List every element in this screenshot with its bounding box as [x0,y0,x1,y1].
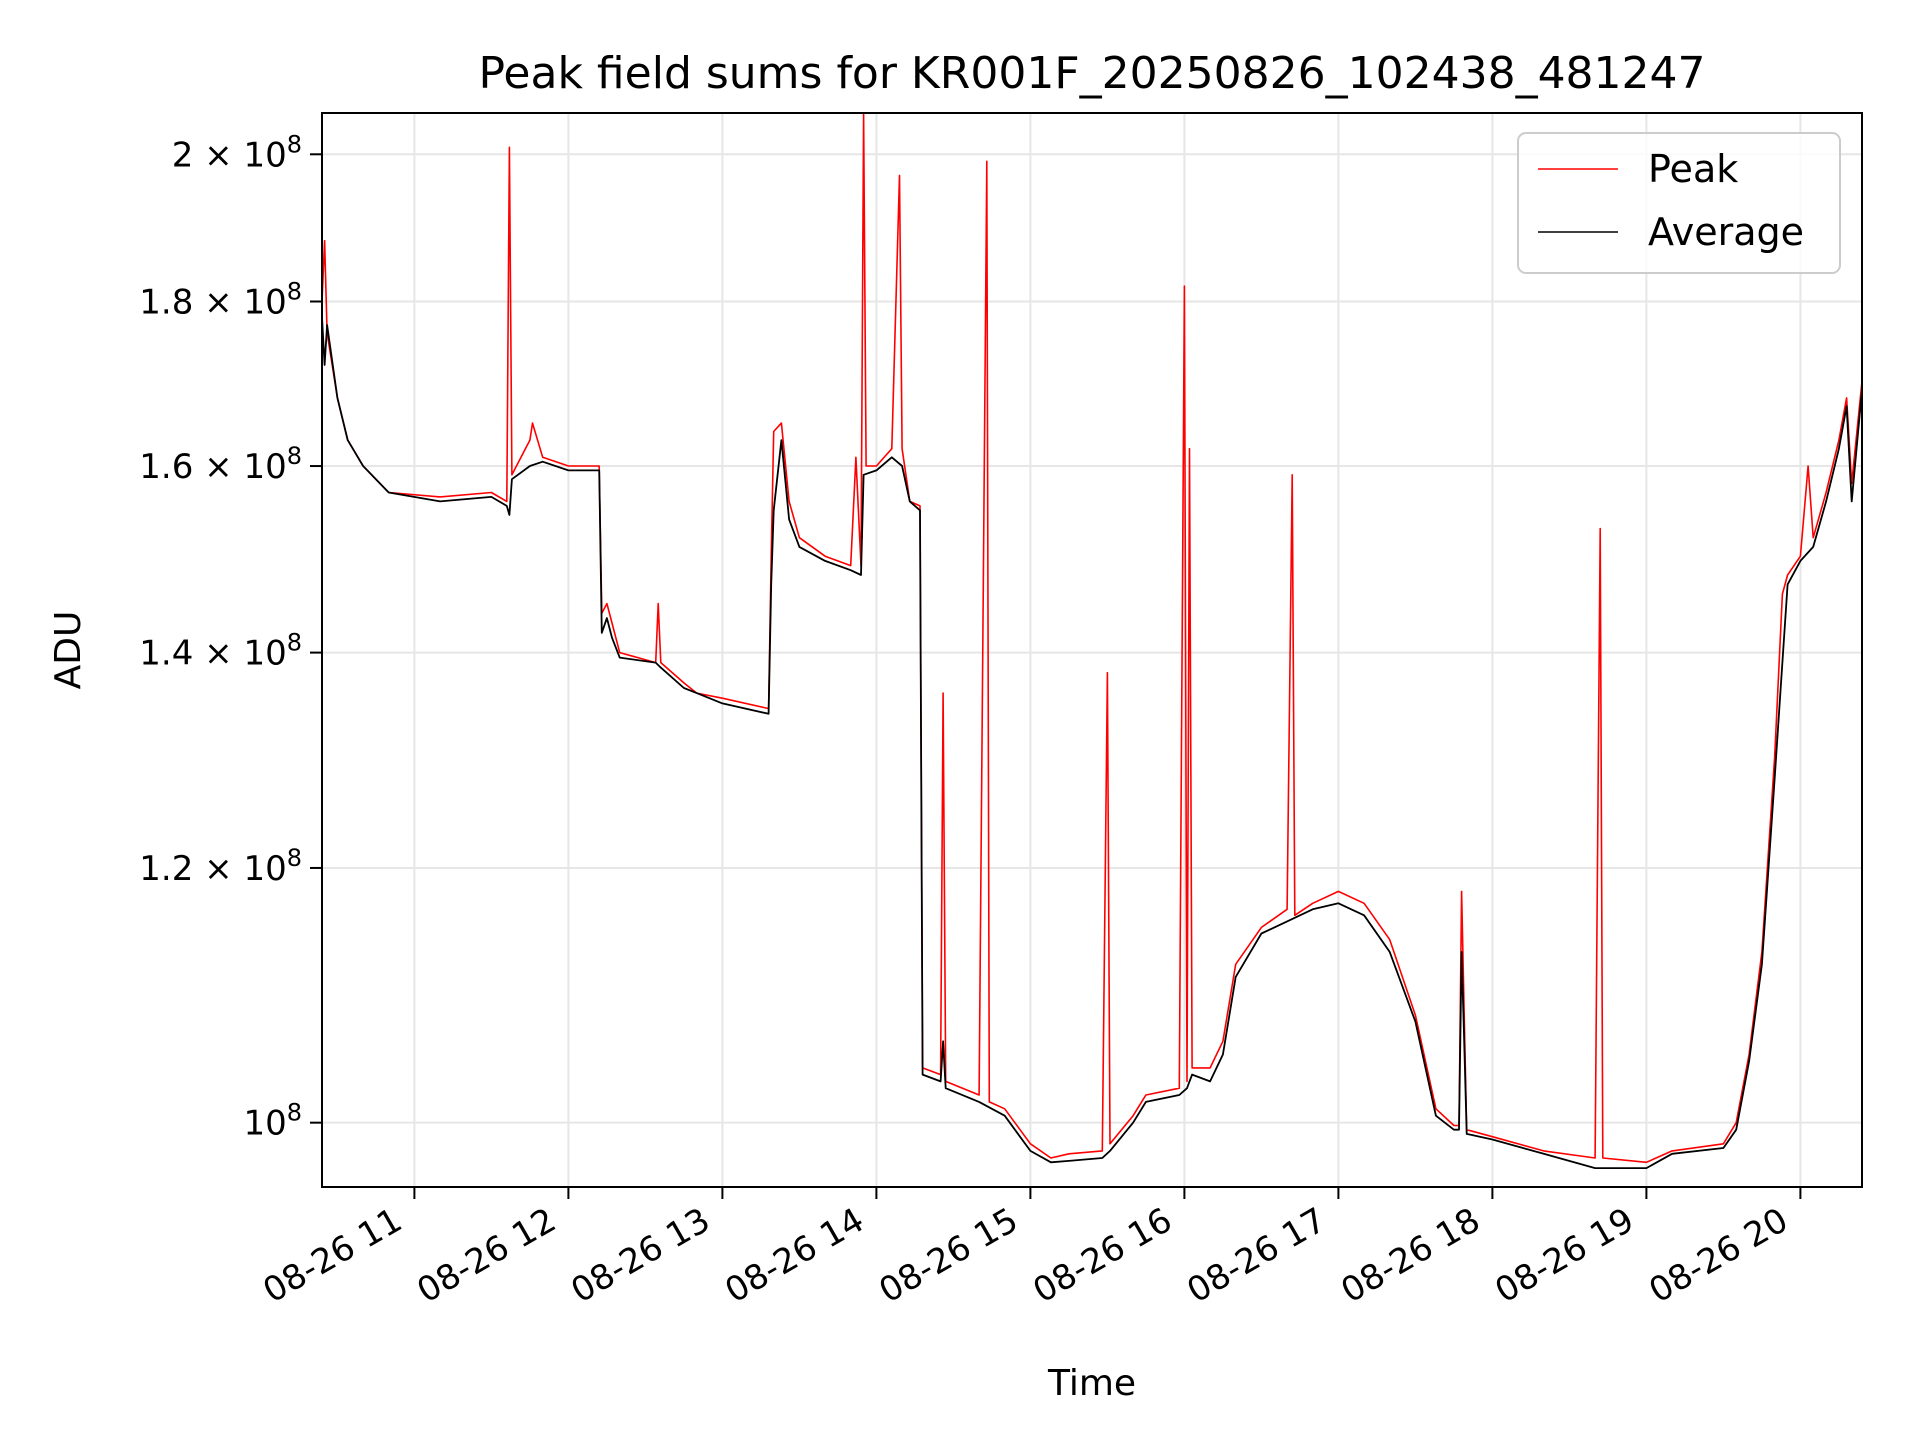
x-tick-label: 08-26 11 [257,1200,409,1311]
y-tick-label: 1.8 × 108 [139,277,302,322]
grid-lines [322,113,1862,1187]
legend-box [1517,132,1841,274]
x-axis-ticks: 08-26 11 08-26 12 08-26 13 08-26 14 08-26 15… [257,1187,1802,1311]
series-line-peak [322,113,1862,1164]
y-tick-label: 1.6 × 108 [139,442,302,487]
x-tick-label: 08-26 14 [719,1200,871,1311]
y-tick-label: 2 × 108 [172,130,302,175]
legend-label-peak: Peak [1648,147,1738,191]
plot-lines [322,113,1862,1169]
y-axis-label: ADU [48,611,89,690]
x-tick-label: 08-26 16 [1027,1200,1179,1311]
x-tick-label: 08-26 19 [1489,1200,1641,1311]
chart-title: Peak field sums for KR001F_20250826_1024… [478,48,1705,99]
legend-label-average: Average [1648,210,1804,254]
x-tick-label: 08-26 20 [1643,1200,1795,1311]
y-axis-ticks: 108 1.2 × 108 1.4 × 108 1.6 × 108 1.8 × 108 2… [139,130,322,1144]
y-tick-label: 108 [243,1099,302,1144]
y-tick-label: 1.2 × 108 [139,844,302,889]
legend: Peak Average [1517,132,1841,274]
x-tick-label: 08-26 18 [1335,1200,1487,1311]
x-tick-label: 08-26 12 [411,1200,563,1311]
x-tick-label: 08-26 13 [565,1200,717,1311]
x-tick-label: 08-26 15 [873,1200,1025,1311]
x-tick-label: 08-26 17 [1181,1200,1333,1311]
x-axis-label: Time [1047,1363,1136,1404]
y-tick-label: 1.4 × 108 [139,629,302,674]
series-line-average [322,317,1862,1169]
plot-frame [321,112,1863,1188]
